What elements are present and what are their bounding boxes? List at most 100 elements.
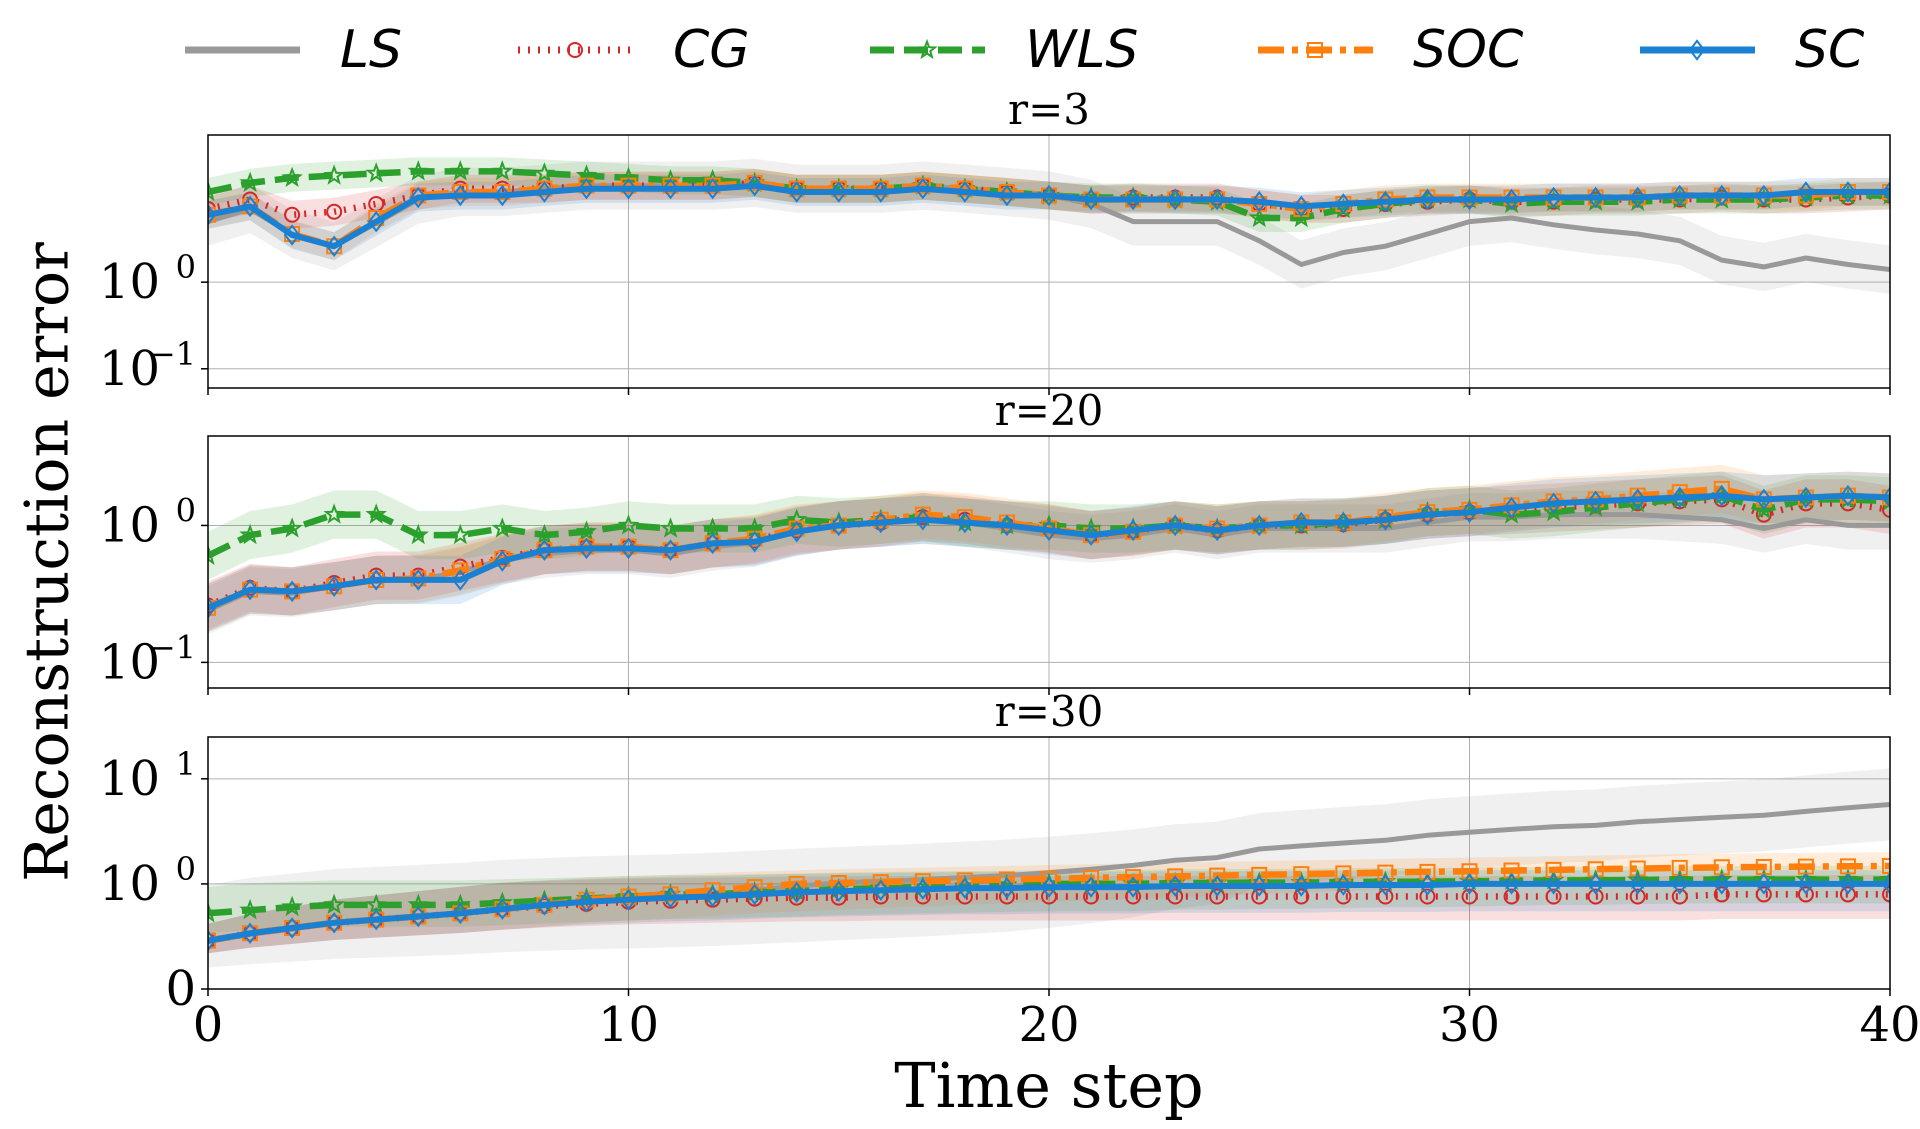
x-ticks-r3 [207,388,1891,395]
series-line-sc [208,182,1890,250]
data-point-sc [1419,874,1436,896]
data-point-sc [283,224,301,246]
data-point-wls [239,898,261,920]
data-point-sc [1040,184,1058,207]
data-point-sc [1082,876,1100,898]
data-point-wls [533,523,556,545]
data-point-sc [1587,490,1604,513]
y-tick-label: 10 [99,634,160,690]
data-point-sc [872,879,890,901]
data-point-wls [449,160,472,181]
data-point-sc [1671,873,1689,895]
data-point-cg [1251,888,1268,905]
y-tick-exponent: 1 [176,745,196,783]
data-point-sc [494,184,511,207]
legend-item-sc: SC [1640,20,1865,80]
data-point-wls [365,162,387,183]
data-point-sc [1461,873,1478,895]
data-point-wls [323,893,345,915]
data-point-sc [746,883,763,906]
data-point-sc [1797,181,1815,203]
data-point-cg [284,206,301,223]
data-point-sc [1040,876,1058,898]
data-point-sc [998,184,1016,207]
data-point-wls [208,180,219,202]
data-point-sc [998,877,1016,899]
data-point-sc [241,195,259,218]
data-point-sc [208,929,217,952]
error-band-soc [208,464,1890,632]
data-point-wls [281,895,303,917]
data-point-cg [1713,886,1730,903]
data-point-soc [1882,858,1890,875]
data-point-sc [536,181,553,203]
data-point-sc [1671,184,1689,207]
data-point-sc [1629,873,1646,895]
panel-title-r30: r=30 [995,687,1104,736]
data-point-cg [1209,888,1226,905]
data-point-sc [367,210,385,233]
data-point-soc [1251,866,1268,883]
data-point-sc [1629,488,1646,511]
data-point-sc [1587,873,1604,895]
data-point-wls [1542,500,1565,522]
data-point-sc [1419,503,1436,526]
x-axis-label: Time step [894,1049,1204,1122]
data-point-sc [578,537,595,560]
data-point-sc [1293,195,1310,218]
data-point-wls [208,544,219,565]
data-point-sc [1082,524,1100,546]
x-tick-label: 20 [1018,997,1079,1053]
data-point-cg [1293,888,1310,905]
series-markers-sc [208,484,1890,619]
data-point-sc [704,177,721,200]
legend: LS CG WLS SOC SC [185,20,1865,80]
data-point-sc [914,177,932,200]
data-point-sc [1124,876,1142,898]
data-point-cg [1671,888,1688,905]
data-point-sc [1755,873,1773,895]
legend-label-sc: SC [1795,20,1865,80]
data-point-wls [659,517,682,538]
data-point-sc [494,898,511,920]
data-point-sc [1839,484,1857,507]
data-point-sc [1166,514,1184,537]
data-point-sc [452,569,469,591]
data-point-sc [1377,190,1394,213]
data-point-sc [872,181,890,203]
data-point-soc [1755,858,1772,875]
data-point-sc [830,880,848,903]
data-point-sc [208,204,217,226]
gridlines-r3 [208,135,1890,388]
legend-item-cg: CG [518,20,750,80]
data-point-sc [956,181,974,203]
series-markers-sc [208,873,1890,952]
data-point-wls [323,164,345,185]
data-point-sc [1166,875,1184,897]
data-point-sc [830,181,848,203]
data-point-sc [1671,486,1689,509]
data-point-sc [1755,488,1773,511]
data-point-sc [662,177,679,200]
data-point-sc [283,580,301,603]
data-point-sc [283,917,301,939]
data-point-soc [1713,859,1730,876]
series-lines-r30 [208,802,1890,952]
data-point-sc [1755,184,1773,207]
data-point-sc [1335,874,1352,896]
error-band-ls [208,768,1890,968]
data-point-soc [1503,862,1520,879]
data-point-sc [704,532,721,555]
data-point-soc [1839,858,1856,875]
data-point-sc [620,888,637,911]
series-lines-r3 [208,160,1890,272]
data-point-sc [788,881,805,904]
error-band-ls [208,490,1890,635]
panel-r3: r=3 10−110 0 [99,85,1891,397]
data-point-soc [1335,865,1352,882]
data-point-wls [491,160,514,181]
data-point-wls [208,902,219,923]
legend-label-cg: CG [673,20,750,80]
series-lines-r20 [208,480,1890,619]
